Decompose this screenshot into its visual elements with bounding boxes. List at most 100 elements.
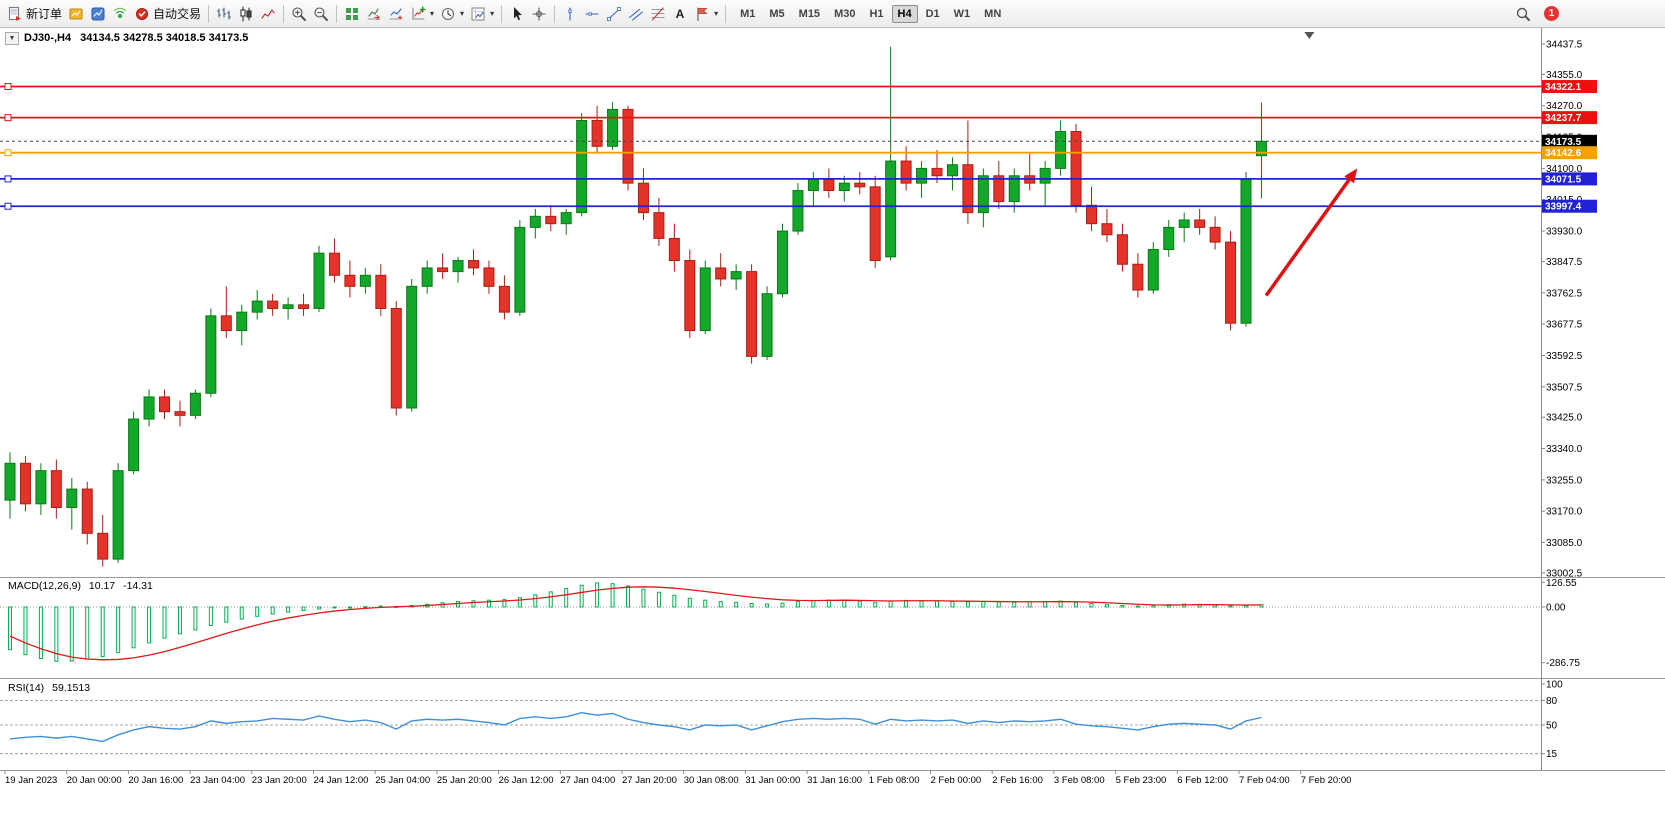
svg-text:23 Jan 20:00: 23 Jan 20:00 [252,775,307,786]
candle-body [359,274,371,287]
candle-body [375,274,387,309]
svg-text:34322.1: 34322.1 [1545,82,1582,93]
svg-text:5 Feb 23:00: 5 Feb 23:00 [1116,775,1167,786]
timeframe-M1[interactable]: M1 [740,7,756,20]
periods-button[interactable]: ▾ [437,3,467,25]
svg-text:27 Jan 04:00: 27 Jan 04:00 [560,775,615,786]
timeframe-M5[interactable]: M5 [769,7,785,20]
autotrade-button[interactable]: 自动交易 [131,3,204,25]
indicators-button[interactable]: ▾ [407,3,437,25]
svg-text:20 Jan 00:00: 20 Jan 00:00 [67,775,122,786]
candle-body [807,178,819,192]
one-click-trading-collapse[interactable]: ▼ [5,32,19,45]
line-handle[interactable] [4,114,12,122]
trend-arrow[interactable] [1264,168,1358,297]
axis-price-tag: 34071.5 [1542,172,1597,186]
market-watch-button[interactable] [87,3,109,25]
candlestick-mode-button[interactable] [235,3,257,25]
macd-histogram-bar [548,591,553,608]
macd-histogram-bar [131,606,136,649]
templates-button[interactable]: ▾ [467,3,497,25]
toolbar-separator [208,4,210,23]
macd-histogram-bar [486,599,491,608]
toolbar-right-group: 1 [1512,3,1559,25]
macd-histogram-bar [193,606,198,631]
axis-price-tag: 34142.6 [1542,146,1597,160]
new-order-button[interactable]: 新订单 [4,3,65,25]
macd-histogram-bar [8,606,12,651]
candle-body [390,307,402,409]
symbol-period-label: DJ30-,H4 [24,32,72,44]
zoom-in-button[interactable] [288,3,310,25]
price-chart[interactable]: 34437.534355.034270.034185.034100.034015… [0,28,1665,839]
label-icon [694,6,710,22]
dropdown-caret-icon: ▾ [490,9,495,18]
candle-body [514,226,526,313]
candle-body [1225,241,1237,324]
dropdown-caret-icon: ▾ [714,9,719,18]
line-handle[interactable] [4,202,12,210]
macd-histogram-bar [347,606,352,609]
vertical-line-button[interactable] [559,3,581,25]
signals-button[interactable] [109,3,131,25]
candle-body [560,212,572,225]
crosshair-button[interactable] [528,3,550,25]
zoom-out-icon [313,6,329,22]
timeframe-M30[interactable]: M30 [834,7,856,20]
bar-chart-mode-button[interactable] [213,3,235,25]
timeframe-M15[interactable]: M15 [798,7,821,20]
svg-text:30 Jan 08:00: 30 Jan 08:00 [684,775,739,786]
candle-body [267,300,279,309]
macd-name: MACD(12,26,9) [8,580,81,592]
notification-badge[interactable]: 1 [1544,6,1559,21]
auto-scroll-button[interactable] [363,3,385,25]
line-handle[interactable] [4,83,12,91]
macd-histogram-bar [1089,603,1094,608]
timeframe-D1[interactable]: D1 [925,7,940,20]
macd-histogram-bar [811,599,816,608]
macd-histogram-bar [517,597,522,608]
svg-text:2 Feb 00:00: 2 Feb 00:00 [931,775,982,786]
cursor-icon [509,6,525,22]
candle-body [143,396,155,420]
svg-text:33930.0: 33930.0 [1546,227,1583,238]
cursor-button[interactable] [506,3,528,25]
axis-price-tag: 34173.5 [1542,134,1597,148]
timeframe-MN[interactable]: MN [984,7,1002,20]
macd-histogram-bar [1151,604,1156,608]
candle-body [205,315,217,394]
tile-windows-button[interactable] [341,3,363,25]
timeframe-W1[interactable]: W1 [953,7,971,20]
svg-text:33592.5: 33592.5 [1546,351,1583,362]
svg-text:34355.0: 34355.0 [1546,70,1583,81]
svg-text:33425.0: 33425.0 [1546,413,1583,424]
candle-body [498,285,510,313]
text-label-button[interactable]: A [669,3,691,25]
chart-shift-marker[interactable] [1304,32,1315,39]
macd-histogram-bar [533,594,538,608]
macd-histogram-bar [765,603,770,608]
line-handle[interactable] [4,175,12,183]
timeframe-H4[interactable]: H4 [891,4,918,23]
line-chart-mode-button[interactable] [257,3,279,25]
zoom-out-button[interactable] [310,3,332,25]
candle-body [622,108,634,184]
template-icon [470,6,486,22]
macd-histogram-bar [54,606,59,662]
macd-histogram-bar [147,606,152,644]
svg-text:1 Feb 08:00: 1 Feb 08:00 [869,775,920,786]
arrows-tool-button[interactable]: ▾ [691,3,721,25]
search-button[interactable] [1512,3,1534,25]
chart-report-button[interactable] [65,3,87,25]
candle-body [1147,248,1159,291]
trendline-button[interactable] [603,3,625,25]
candle-body [452,260,464,273]
timeframe-H1[interactable]: H1 [869,7,884,20]
candle-body [66,488,78,509]
equidistant-channel-button[interactable] [625,3,647,25]
horizontal-line-button[interactable] [581,3,603,25]
fibonacci-button[interactable] [647,3,669,25]
chart-shift-button[interactable] [385,3,407,25]
line-handle[interactable] [4,149,12,157]
